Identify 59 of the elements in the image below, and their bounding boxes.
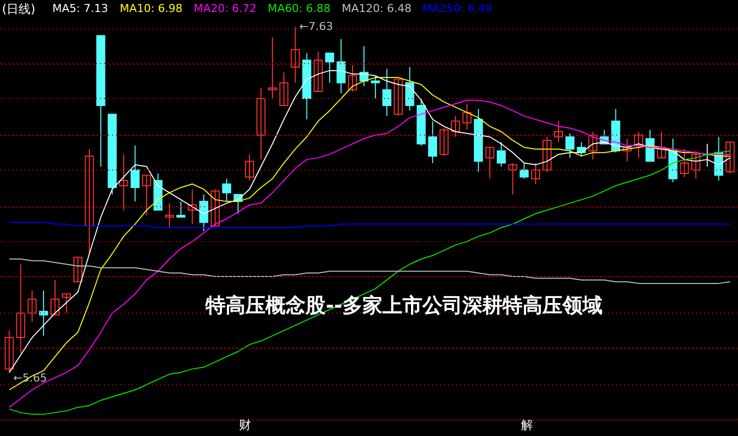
candlestick — [680, 148, 689, 178]
candlestick — [554, 120, 563, 143]
candlestick — [164, 202, 174, 228]
candlestick — [496, 142, 506, 168]
candlestick — [336, 38, 346, 94]
text: MA10: 6.98 — [120, 2, 183, 15]
candlestick — [462, 103, 472, 130]
candlestick — [622, 138, 632, 162]
candlestick — [726, 142, 735, 174]
text: 财 — [239, 418, 251, 432]
candlestick — [646, 129, 655, 162]
text: MA20: 6.72 — [194, 2, 257, 15]
text: MA5: 7.13 — [52, 2, 108, 15]
candlestick — [84, 148, 94, 254]
candlestick — [256, 88, 266, 160]
candlestick — [73, 256, 82, 282]
annotation: ←7.63 — [299, 20, 334, 33]
candlestick — [520, 162, 529, 180]
candlestick — [485, 146, 494, 180]
candlestick — [4, 330, 14, 373]
candlestick — [531, 162, 540, 184]
candlestick — [325, 52, 334, 84]
candlestick — [142, 174, 152, 216]
candlestick — [28, 290, 37, 322]
candlestick — [62, 293, 71, 314]
candlestick — [394, 78, 403, 116]
candlestick — [16, 264, 26, 354]
candlestick — [440, 128, 449, 157]
text: MA250: 6.49 — [422, 2, 492, 15]
candlestick — [119, 154, 128, 211]
candlestick — [382, 68, 392, 116]
candlestick — [245, 154, 254, 181]
candlestick — [188, 188, 197, 225]
candlestick — [130, 145, 140, 202]
candlestick — [176, 200, 186, 218]
candlestick — [210, 188, 220, 226]
candlestick — [565, 132, 574, 158]
candlestick — [348, 64, 358, 92]
candlestick — [508, 162, 518, 195]
candlestick — [588, 131, 598, 160]
candlestick — [279, 72, 288, 106]
candlestick — [268, 36, 277, 99]
text: 解 — [521, 418, 533, 432]
candlestick — [199, 194, 208, 232]
text: MA120: 6.48 — [342, 2, 412, 15]
candlestick — [428, 120, 438, 164]
candlestick — [634, 131, 644, 158]
candlestick — [314, 50, 323, 92]
chart-title: (日线) — [2, 2, 36, 16]
candlestick — [50, 279, 60, 316]
candlestick — [39, 290, 48, 336]
candlestick — [451, 115, 460, 138]
candlestick — [222, 178, 232, 202]
candlestick — [542, 136, 552, 172]
candlestick — [691, 150, 700, 180]
candlestick — [370, 75, 380, 99]
candlestick — [405, 66, 414, 112]
candlestick — [290, 26, 300, 84]
text: MA60: 6.88 — [268, 2, 331, 15]
